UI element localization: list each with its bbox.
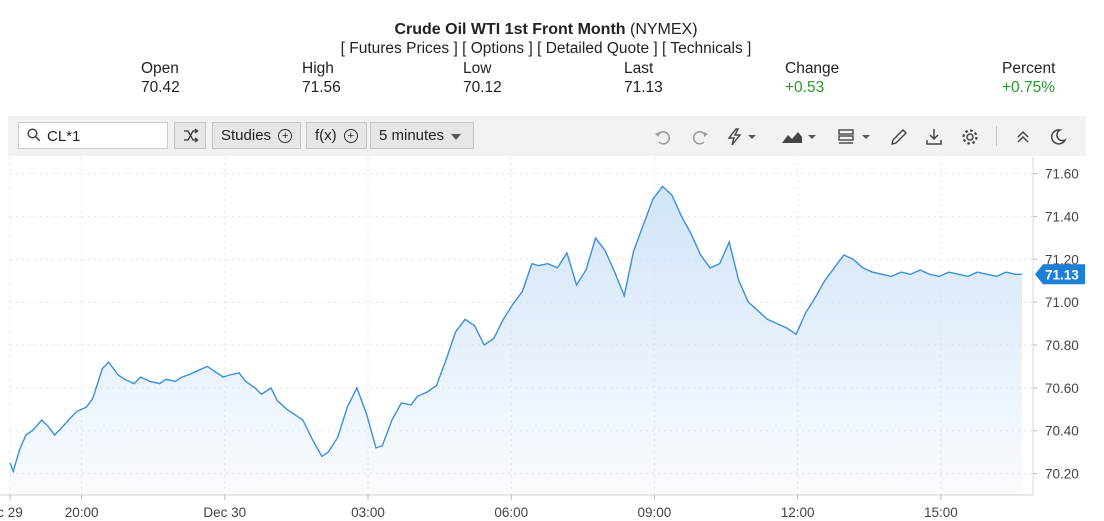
toolbar-divider: [996, 126, 997, 146]
high-value: 71.56: [302, 79, 341, 96]
open-value: 70.42: [141, 79, 180, 96]
functions-button[interactable]: f(x) +: [306, 122, 367, 149]
last-price-badge-label: 71.13: [1045, 267, 1079, 282]
x-tick-label: 12:00: [781, 505, 815, 520]
studies-label: Studies: [221, 127, 272, 144]
low-label: Low: [463, 60, 492, 77]
link-detailed-quote[interactable]: [ Detailed Quote ]: [537, 40, 658, 57]
change-label: Change: [785, 60, 840, 77]
chart-type-icon[interactable]: [780, 127, 820, 147]
link-options[interactable]: [ Options ]: [462, 40, 533, 57]
low-value: 70.12: [463, 79, 502, 96]
y-tick-label: 71.00: [1045, 295, 1079, 310]
symbol-text: CL*1: [47, 128, 81, 145]
interval-select[interactable]: 5 minutes: [370, 122, 474, 149]
redo-icon[interactable]: [690, 127, 710, 147]
x-tick-label: c 29: [0, 505, 23, 520]
shuffle-icon: [184, 128, 199, 143]
open-label: Open: [141, 60, 179, 77]
y-tick-label: 70.20: [1045, 467, 1079, 482]
studies-button[interactable]: Studies +: [212, 122, 302, 149]
percent-label: Percent: [1002, 60, 1056, 77]
x-tick-label: 20:00: [65, 505, 99, 520]
x-tick-label: 06:00: [494, 505, 528, 520]
x-tick-label: 15:00: [924, 505, 958, 520]
quote-links: [ Futures Prices ] [ Options ] [ Detaile…: [0, 40, 1092, 58]
last-price-badge: 71.13: [1035, 264, 1085, 285]
y-tick-label: 71.40: [1045, 209, 1079, 224]
last-label: Last: [624, 60, 654, 77]
last-price-badge-shape: [1035, 264, 1085, 285]
quote-last: Last 71.13: [624, 59, 663, 97]
dark-mode-icon[interactable]: [1048, 127, 1068, 147]
templates-icon[interactable]: [836, 127, 876, 147]
y-tick-label: 71.60: [1045, 167, 1079, 182]
search-icon: [27, 128, 41, 142]
undo-icon[interactable]: [653, 127, 673, 147]
y-tick-label: 70.60: [1045, 381, 1079, 396]
price-line: [9, 185, 1022, 474]
quote-high: High 71.56: [302, 59, 341, 97]
interval-label: 5 minutes: [379, 127, 445, 144]
high-label: High: [302, 60, 334, 77]
quote-change: Change +0.53: [785, 59, 839, 97]
y-tick-label: 70.40: [1045, 424, 1079, 439]
lightning-icon[interactable]: [725, 127, 761, 147]
link-technicals[interactable]: [ Technicals ]: [662, 40, 752, 57]
chevron-down-icon: [451, 134, 461, 140]
instrument-title: Crude Oil WTI 1st Front Month (NYMEX): [0, 21, 1092, 39]
collapse-icon[interactable]: [1013, 127, 1033, 147]
x-tick-label: 03:00: [351, 505, 385, 520]
quote-low: Low 70.12: [463, 59, 502, 97]
x-tick-label: Dec 30: [203, 505, 246, 520]
quote-open: Open 70.42: [141, 59, 180, 97]
link-futures-prices[interactable]: [ Futures Prices ]: [340, 40, 458, 57]
quote-percent: Percent +0.75%: [1002, 59, 1055, 97]
exchange-name: (NYMEX): [625, 21, 698, 38]
add-icon: +: [343, 129, 358, 143]
download-icon[interactable]: [924, 127, 944, 147]
y-tick-label: 70.80: [1045, 338, 1079, 353]
instrument-name: Crude Oil WTI 1st Front Month: [394, 21, 626, 38]
compare-button[interactable]: [174, 122, 206, 149]
change-value: +0.53: [785, 79, 825, 96]
y-axis-ticks: 71.60 71.40 71.20 71.00 70.80 70.60 70.40 70.20: [1033, 167, 1079, 482]
x-tick-label: 09:00: [638, 505, 672, 520]
x-axis-ticks: c 29 20:00 Dec 30 03:00 06:00 09:00 12:00 15:00: [0, 495, 958, 520]
percent-value: +0.75%: [1002, 79, 1056, 96]
price-chart[interactable]: 71.60 71.40 71.20 71.00 70.80 70.60 70.40 70.20…: [0, 157, 1104, 521]
gear-icon[interactable]: [960, 127, 980, 147]
functions-label: f(x): [315, 127, 337, 144]
symbol-search-input[interactable]: CL*1: [18, 122, 168, 149]
y-tick-label: 71.20: [1045, 252, 1079, 267]
add-icon: +: [278, 129, 293, 143]
price-area: [10, 186, 1022, 495]
pencil-icon[interactable]: [889, 127, 909, 147]
last-value: 71.13: [624, 79, 663, 96]
chart-toolbar: CL*1 Studies + f(x) + 5 minutes: [8, 116, 1086, 156]
